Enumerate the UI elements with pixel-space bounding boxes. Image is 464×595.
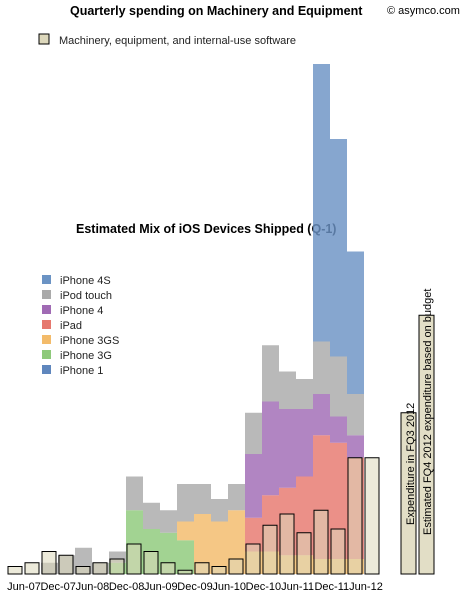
machinery-bar: [364, 457, 380, 575]
machinery-bar: [143, 551, 159, 575]
machinery-bar: [160, 562, 176, 575]
stack-segment-ipod-touch: [211, 499, 228, 522]
machinery-bar: [24, 562, 40, 575]
stack-segment-ipod-touch: [245, 412, 262, 454]
x-tick-label: Jun-07: [7, 581, 41, 593]
stack-segment-ipod-touch: [109, 551, 126, 563]
stack-segment-iphone-3gs: [194, 514, 211, 574]
stack-segment-ipod-touch: [177, 484, 194, 522]
legend-label: iPhone 3GS: [60, 335, 119, 347]
machinery-bar: [7, 566, 23, 575]
annotation-fq4: Estimated FQ4 2012 expenditure based on …: [422, 289, 434, 535]
machinery-bar: [211, 566, 227, 575]
machinery-bar: [313, 509, 329, 575]
legend: iPhone 4S iPod touch iPhone 4 iPad iPhone 3G…: [42, 275, 119, 377]
machinery-bar: [41, 551, 57, 575]
legend-label: iPhone 1: [60, 365, 103, 377]
chart-title: Quarterly spending on Machinery and Equi…: [70, 4, 363, 18]
machinery-bar: [58, 554, 74, 575]
legend-label: iPhone 4: [60, 305, 103, 317]
stack-segment-iphone-4: [347, 435, 364, 458]
machinery-bar: [347, 457, 363, 575]
legend-label: iPod touch: [60, 290, 112, 302]
machinery-bar: [330, 528, 346, 575]
legend-label: iPhone 4S: [60, 275, 111, 287]
x-tick-label: Dec-10: [246, 581, 281, 593]
legend-swatch: [42, 350, 51, 359]
x-tick-label: Dec-11: [314, 581, 349, 593]
stack-segment-ipod-touch: [126, 476, 143, 511]
annotation-fq3: Expenditure in FQ3 2012: [405, 403, 417, 525]
stack-segment-ipod-touch: [279, 371, 296, 409]
stack-segment-iphone-3gs: [228, 510, 245, 574]
stack-segment-iphone-4s: [330, 139, 347, 357]
legend-label: iPhone 3G: [60, 350, 112, 362]
stack-segment-iphone-3gs: [177, 521, 194, 541]
stack-segment-iphone-4: [262, 401, 279, 496]
chart-credit: © asymco.com: [387, 5, 460, 17]
legend-swatch: [42, 305, 51, 314]
stack-segment-iphone-4: [296, 409, 313, 477]
stack-segment-ipod-touch: [143, 502, 160, 529]
stack-segment-ipod-touch: [160, 510, 177, 533]
stack-segment-ipod-touch: [313, 341, 330, 394]
stack-segment-iphone-4: [330, 416, 347, 443]
stack-segment-iphone-4: [245, 454, 262, 518]
overlay-bars: [7, 314, 435, 575]
machinery-bar: [245, 543, 261, 575]
stack-segment-ipod-touch: [347, 394, 364, 436]
stack-segment-iphone-3g: [177, 540, 194, 574]
legend-swatch: [42, 335, 51, 344]
machinery-bar: [177, 569, 193, 575]
stack-segment-iphone-4: [279, 409, 296, 488]
machinery-bar: [194, 562, 210, 575]
x-tick-label: Dec-09: [177, 581, 212, 593]
stack-segment-ipod-touch: [330, 356, 347, 417]
machinery-bar: [126, 543, 142, 575]
x-axis-ticks: Jun-07 Dec-07 Jun-08 Dec-08 Jun-09 Dec-09 Jun-…: [7, 581, 383, 593]
stacked-bars: [41, 64, 364, 574]
legend-swatch: [42, 365, 51, 374]
machinery-bar: [92, 562, 108, 575]
stack-segment-ipod-touch: [194, 484, 211, 514]
x-tick-label: Jun-10: [212, 581, 246, 593]
stack-segment-ipod-touch: [296, 379, 313, 409]
overlay-legend-swatch: [38, 33, 50, 45]
x-tick-label: Jun-11: [281, 581, 314, 593]
machinery-bar: [109, 558, 125, 575]
machinery-bar: [75, 566, 91, 575]
machinery-bar: [279, 513, 295, 575]
x-tick-label: Jun-08: [76, 581, 110, 593]
chart-subtitle: Estimated Mix of iOS Devices Shipped (Q-…: [76, 222, 336, 236]
legend-swatch: [42, 320, 51, 329]
stack-segment-iphone-3gs: [211, 521, 228, 574]
legend-swatch: [42, 275, 51, 284]
legend-swatch: [42, 290, 51, 299]
machinery-bar: [228, 558, 244, 575]
legend-label: iPad: [60, 320, 82, 332]
stack-segment-ipod-touch: [228, 484, 245, 511]
stack-segment-iphone-4s: [347, 251, 364, 394]
machinery-bar: [296, 532, 312, 575]
stack-segment-ipad: [245, 517, 262, 552]
x-tick-label: Dec-08: [109, 581, 144, 593]
stack-segment-iphone-4s: [313, 64, 330, 342]
x-tick-label: Dec-07: [40, 581, 75, 593]
x-tick-label: Jun-12: [349, 581, 383, 593]
stack-segment-iphone-4: [313, 394, 330, 436]
stack-segment-ipod-touch: [262, 345, 279, 402]
overlay-legend-label: Machinery, equipment, and internal-use s…: [59, 35, 296, 47]
x-tick-label: Jun-09: [144, 581, 178, 593]
machinery-budget-bar: [418, 314, 435, 575]
machinery-budget-bar: [400, 412, 417, 575]
machinery-bar: [262, 524, 278, 575]
